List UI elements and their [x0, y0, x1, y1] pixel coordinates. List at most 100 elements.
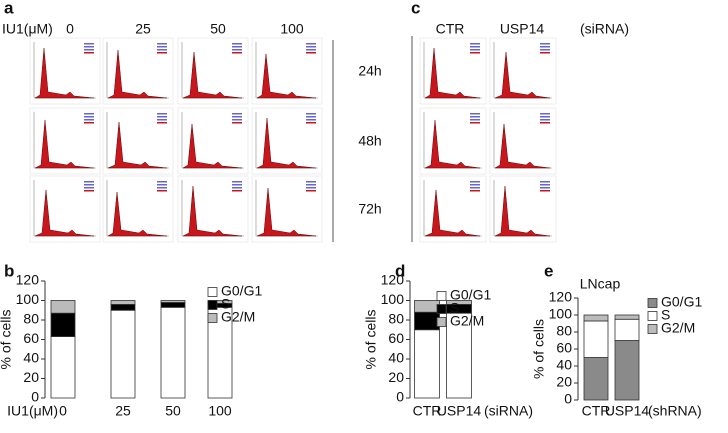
bar-segment [110, 300, 136, 305]
histogram-legend [470, 181, 480, 183]
y-tick-label: 80 [556, 323, 572, 339]
bar-segment [414, 300, 440, 313]
panel-label: e [544, 261, 553, 280]
histogram-peak [256, 53, 317, 99]
y-tick-label: 0 [396, 389, 404, 405]
y-axis-label: % of cells [363, 310, 379, 370]
x-tick-label: 100 [208, 403, 232, 419]
legend-swatch [207, 300, 218, 310]
y-tick-label: 80 [23, 311, 39, 327]
histogram-legend [84, 49, 94, 51]
histogram-legend [306, 122, 316, 124]
legend-label: S [661, 307, 670, 323]
histogram-legend [84, 181, 94, 183]
histogram-legend [232, 43, 242, 45]
histogram-peak [424, 189, 481, 237]
histogram-legend [306, 49, 316, 51]
y-tick-label: 120 [381, 272, 405, 288]
condition-label: USP14 [500, 21, 545, 37]
legend-swatch [207, 313, 218, 323]
histogram-legend [470, 187, 480, 189]
histogram-legend [470, 184, 480, 186]
histogram-legend [157, 122, 167, 124]
histogram-legend [540, 122, 550, 124]
histogram-peak [34, 119, 95, 169]
histogram-peak [34, 189, 95, 237]
histogram-legend [232, 190, 242, 192]
x-axis-label: (siRNA) [484, 403, 533, 419]
histogram-legend [232, 122, 242, 124]
histogram-legend [540, 116, 550, 118]
y-tick-label: 100 [381, 291, 405, 307]
histogram-legend [232, 184, 242, 186]
histogram-legend [232, 52, 242, 54]
y-tick-label: 120 [549, 289, 573, 305]
x-tick-label: 50 [165, 403, 181, 419]
histogram-peak [182, 51, 243, 99]
histogram-legend [540, 119, 550, 121]
histogram-legend [540, 43, 550, 45]
bar-segment [110, 303, 136, 311]
histogram-legend [84, 119, 94, 121]
histogram-peak [34, 47, 95, 99]
dose-label: 25 [135, 21, 151, 37]
histogram-legend [306, 119, 316, 121]
legend-swatch [647, 298, 658, 308]
y-axis-label: % of cells [531, 319, 547, 379]
histogram-legend [470, 49, 480, 51]
histogram-legend [540, 184, 550, 186]
bar-segment [110, 309, 136, 399]
histogram-legend [157, 116, 167, 118]
y-tick-label: 40 [556, 357, 572, 373]
histogram-legend [306, 46, 316, 48]
y-tick-label: 40 [388, 350, 404, 366]
legend-swatch [207, 287, 218, 297]
histogram-legend [157, 184, 167, 186]
time-label: 72h [358, 201, 381, 217]
histogram-legend [470, 116, 480, 118]
histogram-legend [540, 187, 550, 189]
legend-swatch [436, 317, 447, 327]
legend-label: G2/M [661, 320, 695, 336]
histogram-legend [540, 190, 550, 192]
bar-segment [614, 340, 640, 401]
histogram-frame [177, 37, 249, 105]
histogram-legend [470, 46, 480, 48]
panel-label: b [4, 261, 14, 280]
histogram-legend [470, 119, 480, 121]
histogram-peak [424, 47, 481, 99]
histogram-frame [251, 107, 323, 175]
histogram-peak [182, 185, 243, 237]
legend-label: G2/M [450, 313, 484, 329]
histogram-legend [84, 46, 94, 48]
bar-segment [583, 320, 609, 358]
histogram-legend [306, 187, 316, 189]
legend-swatch [647, 324, 658, 334]
histogram-legend [232, 119, 242, 121]
histogram-legend [232, 187, 242, 189]
histogram-legend [84, 52, 94, 54]
x-tick-label: CTR [413, 403, 442, 419]
histogram-legend [157, 187, 167, 189]
histogram-legend [540, 52, 550, 54]
histogram-legend [306, 43, 316, 45]
x-tick-label: USP14 [437, 403, 482, 419]
bar-segment [583, 357, 609, 401]
y-tick-label: 20 [23, 369, 39, 385]
x-axis-label: IU1(μM) [7, 403, 58, 419]
histogram-frame [102, 37, 174, 105]
time-label: 48h [358, 133, 381, 149]
bar-segment [614, 314, 640, 320]
bar-segment [446, 300, 472, 305]
y-tick-label: 60 [556, 340, 572, 356]
legend-label: S [450, 300, 459, 316]
legend-label: G0/G1 [450, 287, 491, 303]
bar-segment [614, 318, 640, 341]
chart-title: LNcap [580, 276, 621, 292]
histogram-legend [470, 122, 480, 124]
legend-swatch [436, 304, 447, 314]
histogram-peak [107, 49, 168, 99]
panel-label: d [395, 261, 405, 280]
bar-segment [50, 336, 76, 399]
histogram-legend [84, 190, 94, 192]
